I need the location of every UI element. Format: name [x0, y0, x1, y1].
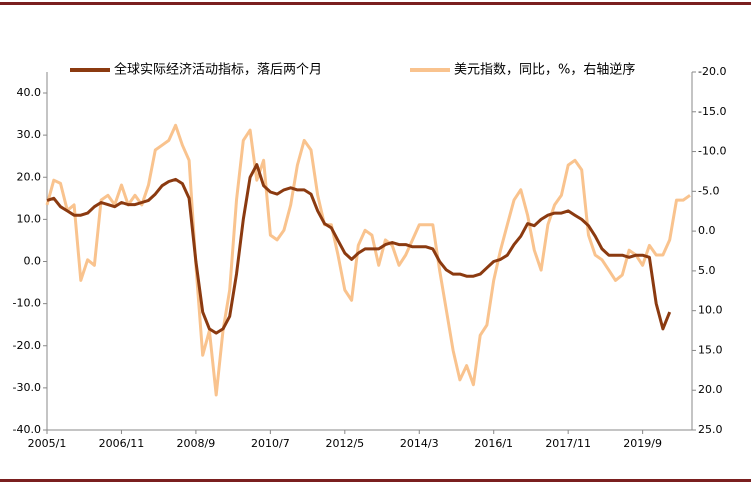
x-tick-label: 2008/9: [177, 437, 216, 450]
x-tick-label: 2016/1: [474, 437, 513, 450]
x-tick-label: 2005/1: [28, 437, 67, 450]
y2-tick-label: 20.0: [698, 383, 723, 396]
x-tick-label: 2010/7: [251, 437, 290, 450]
series-line: [45, 123, 691, 397]
y2-tick-label: -10.0: [698, 145, 726, 158]
bottom-rule: [0, 479, 751, 482]
y-tick-label: 0.0: [24, 255, 42, 268]
y-tick-label: 20.0: [17, 170, 42, 183]
y-tick-label: -40.0: [13, 423, 41, 436]
legend-label: 全球实际经济活动指标，落后两个月: [114, 62, 322, 78]
x-tick-label: 2019/9: [623, 437, 662, 450]
legend-label: 美元指数，同比，%，右轴逆序: [454, 62, 635, 78]
series-line: [46, 163, 672, 335]
y2-tick-label: -15.0: [698, 105, 726, 118]
y2-tick-label: -5.0: [698, 184, 719, 197]
top-rule: [0, 2, 751, 5]
y-tick-label: 10.0: [17, 212, 42, 225]
y-tick-label: -30.0: [13, 381, 41, 394]
y-tick-label: 40.0: [17, 86, 42, 99]
x-tick-label: 2006/11: [99, 437, 145, 450]
y2-tick-label: 25.0: [698, 423, 723, 436]
x-tick-label: 2017/11: [545, 437, 591, 450]
y2-tick-label: 0.0: [698, 224, 716, 237]
y2-tick-label: 15.0: [698, 343, 723, 356]
x-tick-label: 2014/3: [400, 437, 439, 450]
y-tick-label: 30.0: [17, 128, 42, 141]
x-tick-label: 2012/5: [325, 437, 364, 450]
y2-tick-label: -20.0: [698, 65, 726, 78]
y2-tick-label: 5.0: [698, 264, 716, 277]
y2-tick-label: 10.0: [698, 304, 723, 317]
y-tick-label: -10.0: [13, 297, 41, 310]
y-tick-label: -20.0: [13, 339, 41, 352]
